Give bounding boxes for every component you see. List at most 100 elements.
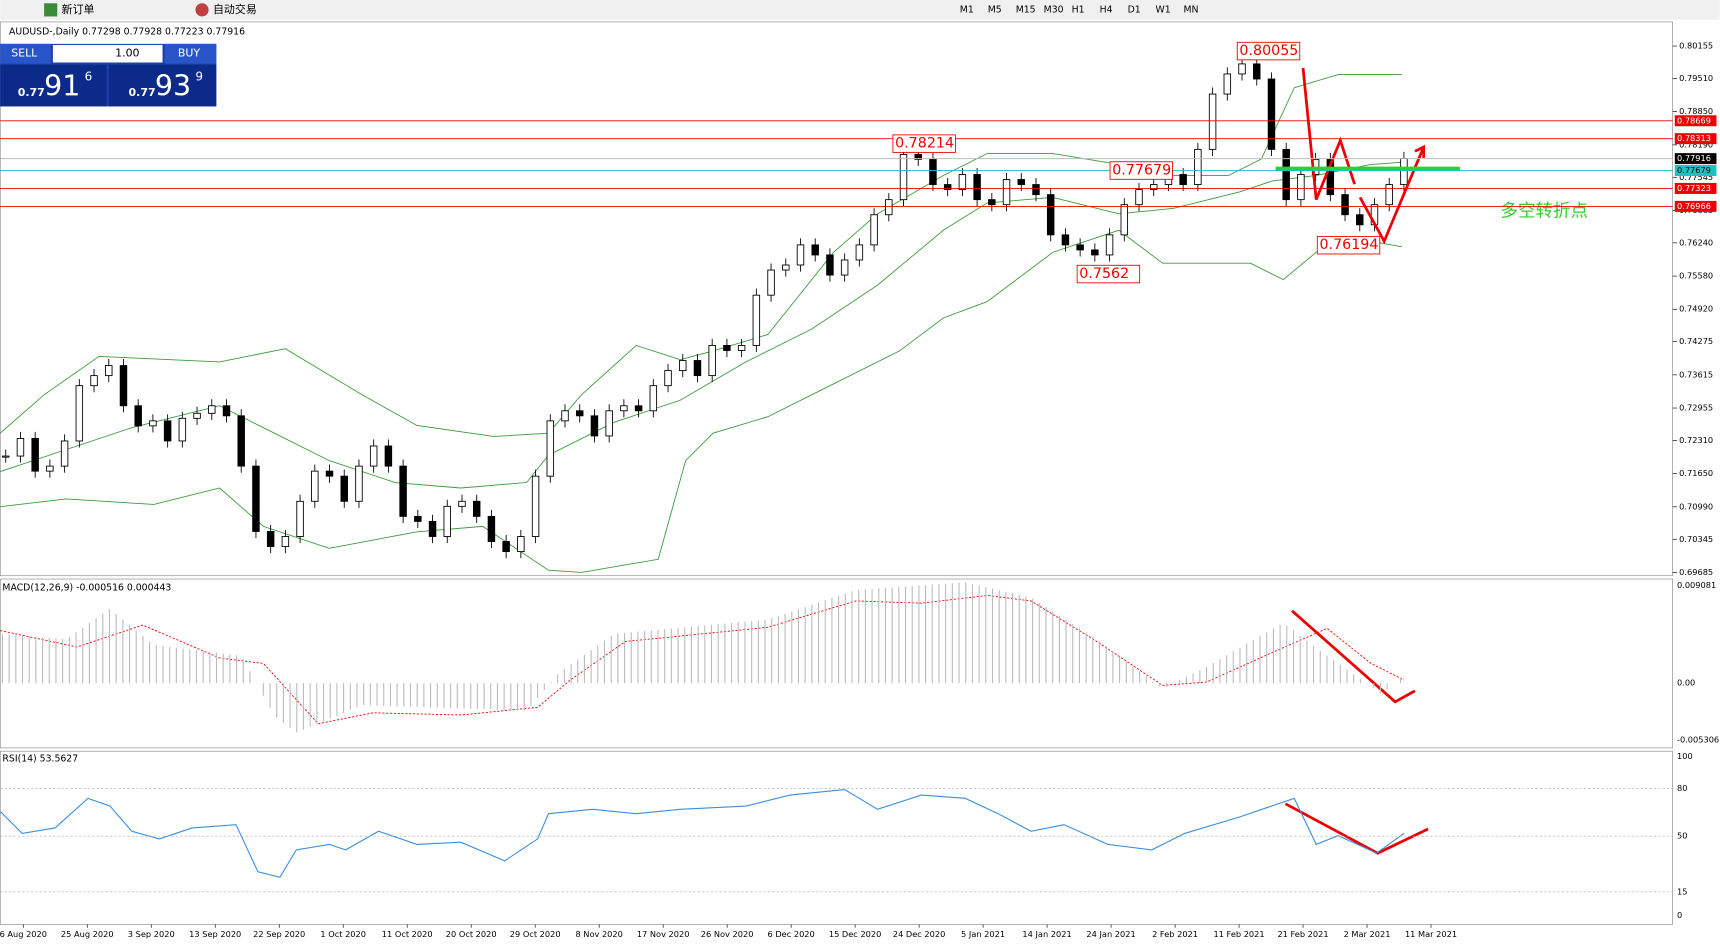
annotation: 0.77679 bbox=[1112, 163, 1171, 179]
price-tick-label: 0.73615 bbox=[1679, 369, 1713, 379]
auto-trading-icon[interactable] bbox=[195, 3, 209, 17]
buy-button[interactable] bbox=[164, 43, 217, 64]
macd-tick-label: 0.00 bbox=[1677, 678, 1695, 688]
candle bbox=[1267, 78, 1276, 150]
date-label: 6 Aug 2020 bbox=[0, 929, 47, 939]
candle bbox=[1105, 234, 1114, 256]
candle bbox=[826, 254, 834, 276]
rsi-tick-label: 100 bbox=[1677, 751, 1693, 761]
candle bbox=[590, 415, 599, 437]
candle bbox=[428, 520, 437, 537]
buy-prefix: 0.77 bbox=[129, 86, 156, 99]
candle bbox=[1061, 234, 1070, 246]
price-tick-label: 0.70345 bbox=[1679, 534, 1713, 544]
candle bbox=[60, 440, 69, 467]
candle bbox=[1297, 174, 1305, 201]
new-order-icon[interactable] bbox=[44, 3, 58, 17]
timeframe[interactable]: M15 bbox=[1016, 4, 1036, 15]
candle bbox=[899, 153, 908, 201]
red-arrow-2 bbox=[1358, 146, 1425, 245]
sell-quote[interactable] bbox=[0, 64, 107, 107]
price-tick-label: 0.78850 bbox=[1679, 106, 1713, 116]
price-tick-label: 0.75580 bbox=[1679, 271, 1713, 281]
timeframe[interactable]: H4 bbox=[1100, 4, 1113, 15]
candle bbox=[31, 438, 39, 472]
new-order[interactable]: 新订单 bbox=[62, 2, 95, 16]
candle bbox=[178, 417, 187, 442]
level-label: 0.77916 bbox=[1677, 153, 1711, 163]
timeframe[interactable]: M1 bbox=[960, 4, 974, 15]
sell-button[interactable] bbox=[0, 43, 51, 64]
lot-input[interactable] bbox=[52, 44, 163, 63]
candle bbox=[561, 410, 569, 422]
timeframe[interactable]: M5 bbox=[988, 4, 1002, 15]
rsi-tick-label: 50 bbox=[1677, 831, 1687, 841]
candle bbox=[1282, 148, 1290, 201]
level-tag bbox=[1674, 133, 1717, 145]
date-label: 1 Oct 2020 bbox=[320, 929, 366, 939]
candle bbox=[193, 412, 201, 419]
candle bbox=[105, 365, 113, 377]
pivot-annotation: 多空转折点 bbox=[1500, 202, 1588, 222]
timeframe[interactable]: H1 bbox=[1072, 4, 1085, 15]
candle bbox=[90, 375, 98, 387]
sell-prefix: 0.77 bbox=[18, 86, 45, 99]
candle bbox=[546, 420, 555, 477]
buy[interactable]: BUY bbox=[178, 47, 201, 60]
date-label: 15 Dec 2020 bbox=[829, 929, 882, 939]
date-label: 11 Oct 2020 bbox=[382, 929, 433, 939]
candle bbox=[252, 465, 260, 532]
level-label: 0.78669 bbox=[1677, 115, 1711, 125]
candle bbox=[281, 536, 290, 547]
date-label: 2 Feb 2021 bbox=[1152, 929, 1198, 939]
candle bbox=[943, 184, 952, 191]
rsi-arrow bbox=[1284, 802, 1429, 855]
level-tag bbox=[1674, 153, 1717, 165]
level-label: 0.76966 bbox=[1677, 201, 1711, 211]
candle bbox=[782, 264, 790, 271]
sell-digits: 91 bbox=[44, 70, 80, 103]
candle bbox=[737, 345, 746, 351]
lot[interactable]: 1.00 bbox=[115, 47, 139, 60]
price-tick-label: 0.71650 bbox=[1679, 468, 1713, 478]
candle bbox=[1032, 184, 1040, 196]
price-tick-label: 0.77545 bbox=[1679, 172, 1713, 182]
macd-signal bbox=[0, 595, 1405, 725]
candle bbox=[840, 259, 849, 276]
macd-tick-label: -0.005306 bbox=[1677, 735, 1719, 745]
timeframe[interactable]: W1 bbox=[1156, 4, 1171, 15]
candle bbox=[1091, 249, 1099, 256]
sell[interactable]: SELL bbox=[11, 47, 38, 60]
price-tick-label: 0.70990 bbox=[1679, 501, 1713, 511]
timeframe[interactable]: D1 bbox=[1128, 4, 1141, 15]
timeframe[interactable]: M30 bbox=[1044, 4, 1064, 15]
buy-quote[interactable] bbox=[108, 64, 217, 107]
candle bbox=[1356, 214, 1364, 226]
bollinger-lower bbox=[0, 229, 1402, 573]
candle bbox=[649, 385, 658, 412]
candle bbox=[443, 505, 451, 537]
level-tag bbox=[1674, 200, 1717, 212]
candle bbox=[472, 500, 481, 517]
candle bbox=[222, 405, 231, 417]
candle bbox=[752, 294, 761, 346]
candle bbox=[811, 244, 819, 256]
candle bbox=[502, 541, 510, 553]
date-label: 17 Nov 2020 bbox=[637, 929, 690, 939]
price-tick-label: 0.76240 bbox=[1679, 237, 1713, 247]
date-label: 11 Feb 2021 bbox=[1213, 929, 1264, 939]
date-label: 13 Sep 2020 bbox=[189, 929, 241, 939]
date-label: 29 Oct 2020 bbox=[510, 929, 561, 939]
candle bbox=[1400, 157, 1408, 186]
auto-trading[interactable]: 自动交易 bbox=[213, 2, 257, 16]
candle bbox=[1179, 174, 1187, 186]
candle bbox=[355, 465, 363, 502]
timeframe[interactable]: MN bbox=[1184, 4, 1199, 15]
candle bbox=[1135, 189, 1143, 206]
candle bbox=[325, 470, 334, 477]
annotation: 0.78214 bbox=[895, 136, 954, 152]
macd-tick-label: 0.009081 bbox=[1677, 580, 1716, 590]
bollinger-middle bbox=[0, 161, 1402, 489]
candle bbox=[1149, 184, 1158, 191]
level-label: 0.77679 bbox=[1677, 165, 1711, 175]
